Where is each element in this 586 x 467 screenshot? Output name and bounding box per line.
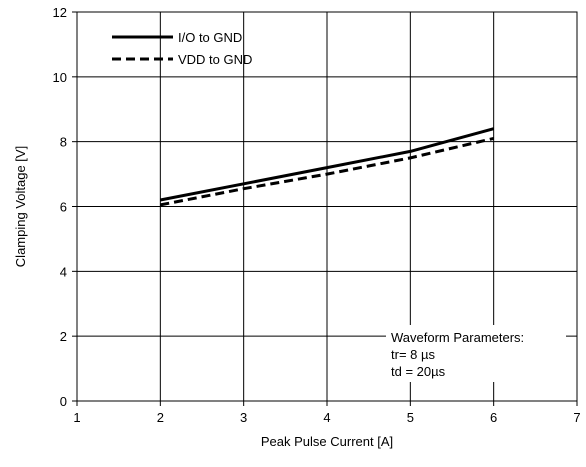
- y-tick-label: 0: [60, 394, 67, 409]
- series-line-2: [160, 136, 495, 207]
- series-line-1: [160, 127, 495, 202]
- y-tick-label: 10: [53, 70, 67, 85]
- x-tick-label: 5: [407, 410, 414, 425]
- legend-label-1: I/O to GND: [178, 30, 242, 45]
- y-tick-label: 6: [60, 200, 67, 215]
- y-axis-label: Clamping Voltage [V]: [13, 146, 28, 267]
- annotation-line-3: td = 20µs: [391, 364, 446, 379]
- y-tick-label: 2: [60, 329, 67, 344]
- legend: I/O to GND VDD to GND: [112, 30, 252, 67]
- series-lines: [160, 127, 495, 207]
- annotation-background: [386, 325, 566, 382]
- y-tick-label: 8: [60, 135, 67, 150]
- x-tick-label: 6: [490, 410, 497, 425]
- y-tick-label: 4: [60, 264, 67, 279]
- waveform-annotation: Waveform Parameters: tr= 8 µs td = 20µs: [386, 325, 566, 382]
- x-tick-label: 4: [323, 410, 330, 425]
- y-tick-label: 12: [53, 5, 67, 20]
- x-tick-label: 1: [73, 410, 80, 425]
- annotation-line-2: tr= 8 µs: [391, 347, 435, 362]
- annotation-line-1: Waveform Parameters:: [391, 330, 524, 345]
- x-axis-label: Peak Pulse Current [A]: [261, 434, 393, 449]
- x-tick-label: 2: [157, 410, 164, 425]
- x-tick-label: 7: [573, 410, 580, 425]
- grid-lines: [77, 12, 577, 401]
- x-tick-label: 3: [240, 410, 247, 425]
- legend-label-2: VDD to GND: [178, 52, 252, 67]
